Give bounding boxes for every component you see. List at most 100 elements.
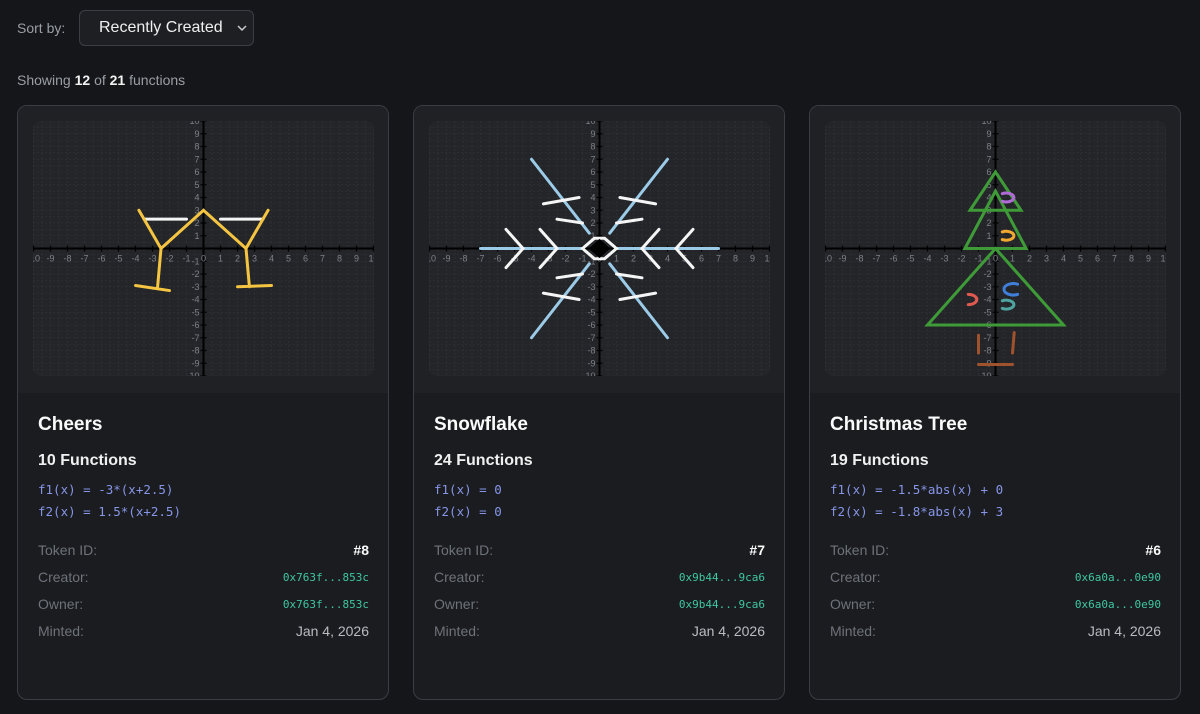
summary-text: functions: [129, 72, 186, 88]
x-tick-label: -9: [838, 254, 846, 264]
y-tick-label: 5: [194, 180, 199, 190]
field-label: Token ID:: [434, 542, 494, 558]
card-title: Cheers: [38, 414, 103, 435]
x-tick-label: 1: [1010, 254, 1015, 264]
y-tick-label: 7: [590, 154, 595, 164]
x-tick-label: -10: [825, 254, 832, 264]
x-tick-label: 0: [993, 254, 998, 264]
field-label: Token ID:: [38, 542, 98, 558]
y-tick-label: -3: [191, 282, 199, 292]
y-tick-label: -5: [587, 307, 595, 317]
y-tick-label: 6: [194, 167, 199, 177]
y-tick-label: -4: [587, 295, 595, 305]
field-value: 0x6a0a...0e90: [1074, 598, 1161, 611]
field-label: Token ID:: [830, 542, 890, 558]
drawing: [1002, 193, 1014, 202]
y-tick-label: -6: [587, 320, 595, 330]
x-tick-label: -7: [80, 254, 88, 264]
drawing: [1004, 284, 1018, 295]
y-tick-label: -8: [983, 346, 991, 356]
x-tick-label: 6: [699, 254, 704, 264]
y-tick-label: -5: [191, 307, 199, 317]
sort-select[interactable]: Recently Created: [79, 10, 254, 46]
y-tick-label: -10: [978, 371, 991, 376]
drawing: [591, 241, 608, 256]
x-tick-label: -4: [131, 254, 139, 264]
y-tick-label: 9: [986, 129, 991, 139]
x-tick-label: 8: [733, 254, 738, 264]
y-tick-label: 6: [590, 167, 595, 177]
y-tick-label: -8: [191, 346, 199, 356]
y-tick-label: -1: [191, 256, 199, 266]
y-tick-label: 5: [590, 180, 595, 190]
function-card[interactable]: -10-10-9-9-8-8-7-7-6-6-5-5-4-4-3-3-2-2-1…: [413, 105, 785, 700]
y-tick-label: 8: [590, 142, 595, 152]
x-tick-label: 10: [1160, 254, 1166, 264]
x-tick-label: 10: [764, 254, 770, 264]
function-card[interactable]: -10-10-9-9-8-8-7-7-6-6-5-5-4-4-3-3-2-2-1…: [809, 105, 1181, 700]
y-tick-label: -5: [983, 307, 991, 317]
y-tick-label: -2: [587, 269, 595, 279]
x-tick-label: 7: [1112, 254, 1117, 264]
x-tick-label: 3: [1044, 254, 1049, 264]
y-tick-label: 2: [590, 218, 595, 228]
function-count: 19 Functions: [830, 452, 929, 469]
y-tick-label: 2: [194, 218, 199, 228]
x-tick-label: 3: [252, 254, 257, 264]
x-tick-label: -1: [974, 254, 982, 264]
drawing: [979, 333, 1015, 365]
summary: Showing 12 of 21 functions: [17, 72, 185, 88]
chevron: [237, 25, 247, 32]
x-tick-label: 2: [631, 254, 636, 264]
field-value: #6: [1145, 542, 1161, 558]
x-tick-label: -10: [33, 254, 40, 264]
y-tick-label: -7: [983, 333, 991, 343]
function-formula: f2(x) = 0: [434, 504, 502, 519]
x-tick-label: 2: [1027, 254, 1032, 264]
y-tick-label: -6: [191, 320, 199, 330]
field-label: Creator:: [38, 569, 89, 585]
x-tick-label: 4: [1061, 254, 1066, 264]
x-tick-label: -1: [182, 254, 190, 264]
x-tick-label: -3: [940, 254, 948, 264]
drawing: [928, 172, 1064, 325]
function-graph: -10-10-9-9-8-8-7-7-6-6-5-5-4-4-3-3-2-2-1…: [429, 121, 770, 376]
drawing: [928, 172, 1064, 365]
y-tick-label: 8: [194, 142, 199, 152]
y-tick-label: -4: [983, 295, 991, 305]
y-tick-label: 3: [590, 205, 595, 215]
x-tick-label: 2: [235, 254, 240, 264]
y-tick-label: 4: [590, 193, 595, 203]
field-label: Owner:: [434, 596, 480, 612]
y-tick-label: 1: [194, 231, 199, 241]
y-tick-label: -7: [191, 333, 199, 343]
y-tick-label: 4: [194, 193, 199, 203]
x-tick-label: -9: [46, 254, 54, 264]
y-tick-label: -2: [983, 269, 991, 279]
y-tick-label: -2: [191, 269, 199, 279]
y-tick-label: -3: [983, 282, 991, 292]
field-value: 0x9b44...9ca6: [678, 598, 765, 611]
y-tick-label: 1: [986, 231, 991, 241]
field-label: Creator:: [434, 569, 485, 585]
y-tick-label: 8: [986, 142, 991, 152]
x-tick-label: 1: [614, 254, 619, 264]
x-tick-label: 6: [303, 254, 308, 264]
x-tick-label: -4: [923, 254, 931, 264]
function-card[interactable]: -10-10-9-9-8-8-7-7-6-6-5-5-4-4-3-3-2-2-1…: [17, 105, 389, 700]
function-formula: f1(x) = -1.5*abs(x) + 0: [830, 482, 1004, 497]
card-title: Christmas Tree: [830, 414, 968, 435]
field-value: #7: [749, 542, 765, 558]
y-tick-label: 1: [590, 231, 595, 241]
y-tick-label: 10: [189, 121, 199, 126]
shown-count: 12: [74, 72, 91, 88]
x-tick-label: -4: [527, 254, 535, 264]
x-tick-label: 9: [1146, 254, 1151, 264]
y-tick-label: 9: [590, 129, 595, 139]
function-formula: f2(x) = 1.5*(x+2.5): [38, 504, 181, 519]
y-tick-label: 7: [986, 154, 991, 164]
function-count: 24 Functions: [434, 452, 533, 469]
sort-value: Recently Created: [99, 19, 223, 36]
drawing: [1002, 231, 1014, 240]
field-value: Jan 4, 2026: [1087, 623, 1161, 639]
